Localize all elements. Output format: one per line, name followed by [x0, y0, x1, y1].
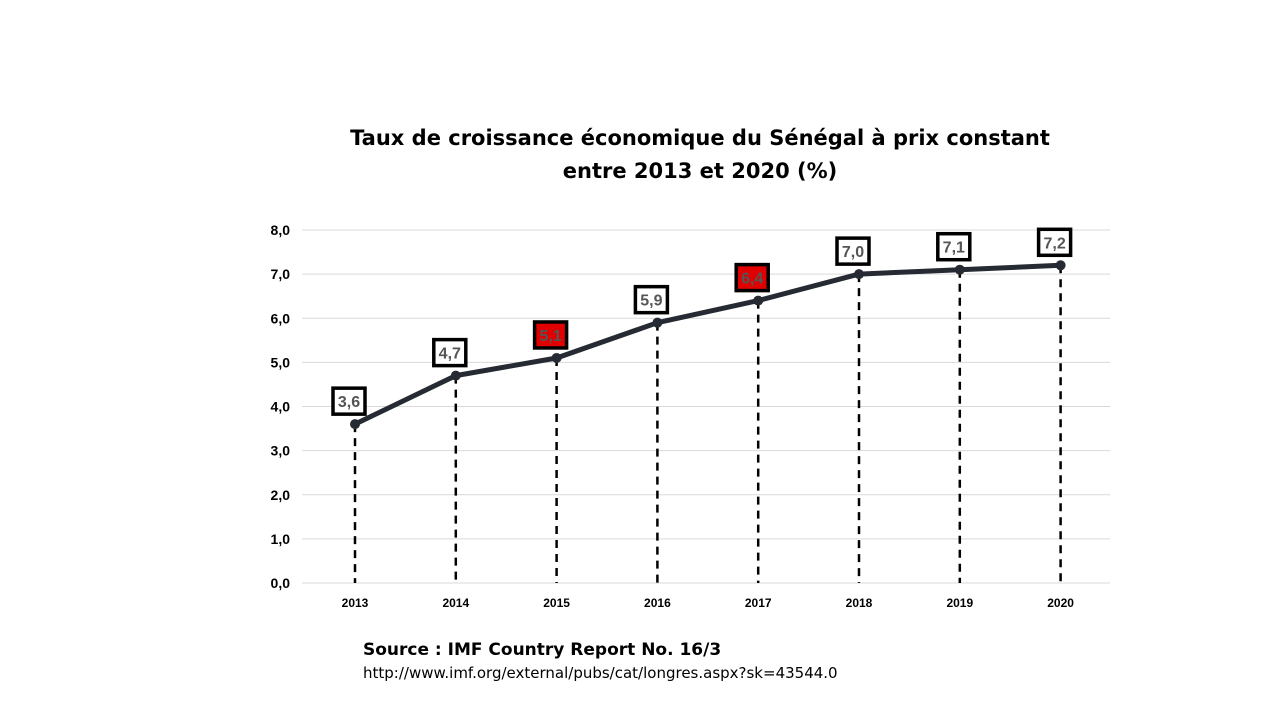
data-label-box: [432, 337, 468, 368]
data-point: [450, 370, 461, 381]
data-point: [652, 317, 663, 328]
y-tick-label: 3,0: [271, 443, 291, 459]
data-label: 5,1: [532, 320, 569, 350]
x-tick-label: 2016: [644, 596, 671, 610]
gridlines: [302, 229, 1110, 584]
y-tick-label: 7,0: [271, 266, 291, 282]
data-label-box: [936, 231, 972, 262]
x-tick-label: 2020: [1047, 596, 1074, 610]
chart-title-line-1: Taux de croissance économique du Sénégal…: [350, 126, 1050, 150]
data-label-text: 7,1: [943, 240, 965, 257]
data-label-box: [1036, 227, 1073, 258]
data-label-text: 5,9: [640, 293, 662, 310]
data-label-text: 6,4: [741, 271, 763, 288]
source-url: http://www.imf.org/external/pubs/cat/lon…: [363, 664, 838, 682]
x-axis-ticks: 2013 2014 2015 2016 2017 2018 2019 2020: [342, 596, 1075, 610]
data-point: [753, 295, 764, 306]
drop-lines: [353, 265, 1062, 583]
data-point: [1055, 260, 1066, 271]
data-label-text: 7,0: [842, 244, 864, 261]
y-tick-label: 2,0: [271, 487, 291, 503]
data-point: [954, 264, 965, 275]
data-label-text: 5,1: [539, 328, 561, 345]
data-label: 6,4: [734, 262, 770, 293]
data-label: 7,0: [835, 236, 871, 266]
chart-title: Taux de croissance économique du Sénégal…: [300, 122, 1100, 188]
x-tick-label: 2019: [946, 596, 973, 610]
data-label: 3,6: [331, 386, 367, 416]
y-tick-label: 5,0: [271, 354, 291, 370]
y-tick-label: 8,0: [271, 222, 291, 238]
y-tick-label: 4,0: [271, 399, 291, 415]
data-label-box: [532, 320, 569, 350]
data-label-box: [835, 236, 871, 266]
y-tick-label: 0,0: [271, 575, 291, 591]
data-label-text: 4,7: [439, 346, 461, 363]
x-tick-label: 2017: [745, 596, 772, 610]
source-citation: Source : IMF Country Report No. 16/3: [363, 640, 722, 660]
chart-title-line-2: entre 2013 et 2020 (%): [562, 159, 838, 183]
y-tick-label: 1,0: [271, 531, 291, 547]
y-tick-label: 6,0: [271, 310, 291, 326]
data-label-box: [331, 386, 367, 416]
y-axis-ticks: 0,0 1,0 2,0 3,0 4,0 5,0 6,0 7,0 8,0: [271, 222, 291, 591]
data-label-text: 7,2: [1043, 235, 1065, 252]
data-point: [854, 269, 864, 280]
data-label-box: [633, 284, 670, 315]
x-tick-label: 2018: [846, 596, 873, 610]
data-label: 4,7: [432, 337, 468, 368]
data-label: 5,9: [633, 284, 670, 315]
x-tick-label: 2014: [442, 596, 469, 610]
data-labels: 3,6 4,7 5,1 5,9 6,4 7,0 7,1 7,2: [331, 227, 1073, 416]
data-points: [350, 260, 1066, 430]
data-label: 7,2: [1036, 227, 1073, 258]
x-tick-label: 2013: [342, 596, 369, 610]
series-line-group: [352, 262, 1064, 427]
series-line: [352, 262, 1064, 427]
data-point: [350, 419, 360, 430]
data-label-text: 3,6: [338, 394, 360, 411]
data-label: 7,1: [936, 231, 972, 262]
data-point: [551, 352, 562, 363]
data-label-box: [734, 262, 770, 293]
x-tick-label: 2015: [543, 596, 570, 610]
